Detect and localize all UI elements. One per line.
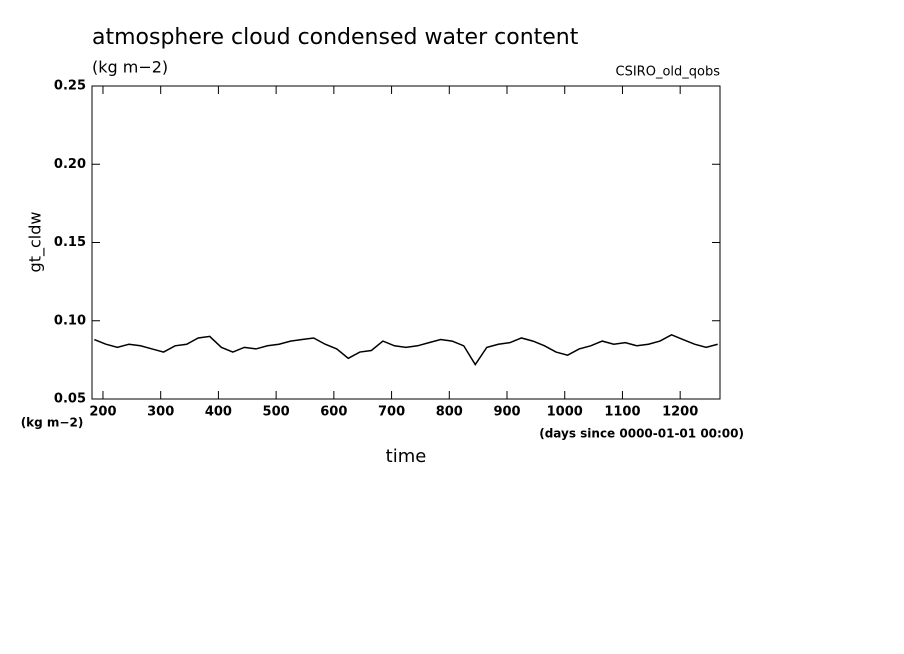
plot-frame — [91, 85, 721, 400]
y-tick-label: 0.15 — [54, 235, 86, 250]
y-tick-label: 0.05 — [54, 392, 86, 407]
x-tick-label: 800 — [436, 405, 463, 420]
y-unit-label: (kg m−2) — [21, 416, 84, 430]
x-axis-label: time — [386, 446, 427, 467]
chart-subtitle: (kg m−2) — [92, 58, 168, 77]
chart-title: atmosphere cloud condensed water content — [92, 25, 579, 50]
x-tick-label: 600 — [320, 405, 347, 420]
x-tick-label: 400 — [205, 405, 232, 420]
x-tick-label: 1000 — [547, 405, 583, 420]
x-tick-label: 1100 — [604, 405, 640, 420]
y-tick-label: 0.10 — [54, 313, 86, 328]
x-tick-label: 500 — [263, 405, 290, 420]
x-tick-label: 700 — [378, 405, 405, 420]
x-tick-label: 900 — [493, 405, 520, 420]
source-label: CSIRO_old_qobs — [616, 65, 721, 80]
x-tick-label: 200 — [89, 405, 116, 420]
x-unit-label: (days since 0000-01-01 00:00) — [539, 427, 744, 441]
x-tick-label: 1200 — [662, 405, 698, 420]
y-tick-label: 0.25 — [54, 79, 86, 94]
y-tick-label: 0.20 — [54, 157, 86, 172]
x-tick-label: 300 — [147, 405, 174, 420]
y-axis-label: gt_cldw — [26, 212, 46, 273]
data-line — [94, 334, 718, 366]
